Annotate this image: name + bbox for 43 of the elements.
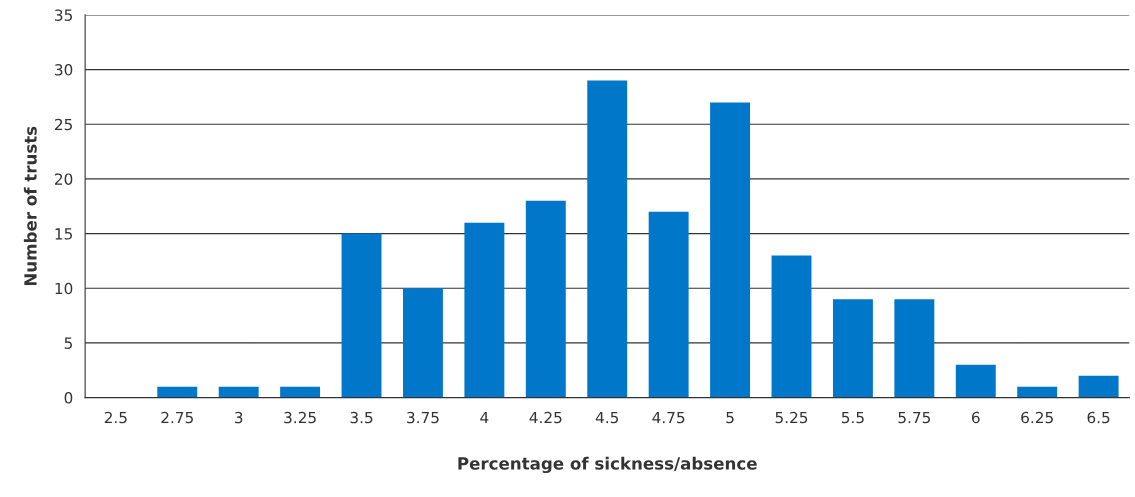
y-tick-label: 35 (55, 9, 72, 21)
bar (218, 386, 259, 398)
x-tick-label: 3.25 (284, 411, 316, 424)
x-tick-label: 4 (480, 411, 489, 424)
bar (525, 200, 566, 398)
y-tick-label: 20 (55, 173, 73, 185)
y-axis-title: Number of trusts (23, 126, 37, 286)
x-tick-label: 5 (726, 411, 734, 424)
x-tick-label: 5.75 (898, 411, 931, 424)
bar (648, 211, 689, 398)
bar (955, 364, 996, 398)
x-tick-label: 2.75 (161, 411, 193, 424)
x-tick-label: 3.5 (350, 411, 373, 424)
y-tick-label: 25 (55, 118, 72, 131)
x-tick-label: 4.25 (529, 411, 562, 424)
x-tick-label: 4.5 (595, 411, 619, 424)
x-tick-label: 5.25 (775, 411, 808, 424)
y-tick-label: 30 (55, 64, 73, 76)
bar (771, 255, 812, 398)
y-tick-label: 10 (55, 282, 73, 295)
bar (464, 222, 505, 398)
bar (832, 299, 873, 398)
y-tick-label: 15 (55, 228, 72, 240)
x-tick-label: 3 (234, 411, 243, 424)
bar (1017, 386, 1058, 398)
x-axis-title: Percentage of sickness/absence (458, 456, 757, 474)
x-tick-label: 6 (971, 411, 980, 424)
y-tick-label: 0 (64, 392, 73, 404)
bar (280, 386, 321, 398)
bar (587, 80, 628, 398)
bar (341, 233, 382, 398)
x-tick-label: 6.5 (1087, 411, 1110, 424)
bar (157, 386, 198, 398)
bar (1078, 375, 1119, 398)
bar (894, 299, 935, 398)
x-tick-label: 5.5 (841, 411, 864, 424)
y-tick-label: 5 (64, 337, 72, 349)
x-tick-label: 3.75 (407, 411, 439, 424)
bar (710, 102, 751, 398)
x-tick-label: 2.5 (104, 411, 127, 424)
x-tick-label: 4.75 (652, 411, 685, 424)
bar (402, 288, 443, 398)
x-tick-label: 6.25 (1021, 411, 1053, 424)
